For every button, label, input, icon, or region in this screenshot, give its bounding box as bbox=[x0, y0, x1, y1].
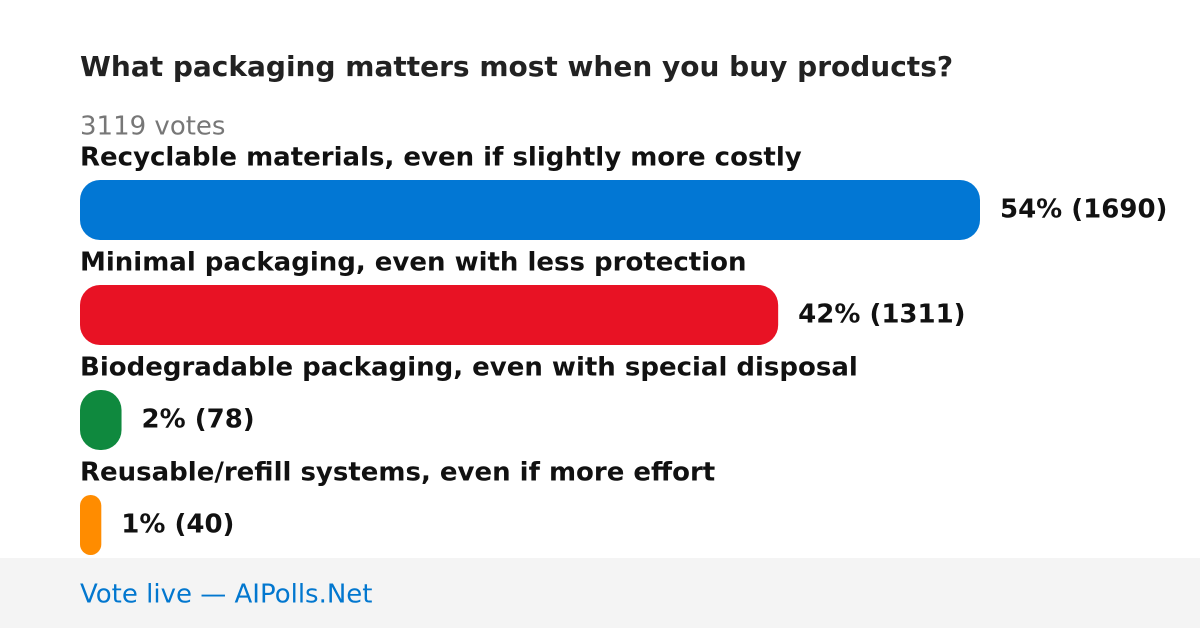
value-label: 2% (78) bbox=[142, 405, 255, 435]
option-label: Recyclable materials, even if slightly m… bbox=[80, 143, 802, 173]
option-label: Biodegradable packaging, even with speci… bbox=[80, 353, 858, 383]
option-label: Reusable/refill systems, even if more ef… bbox=[80, 458, 715, 488]
bar bbox=[80, 180, 980, 240]
value-label: 42% (1311) bbox=[798, 300, 965, 330]
bar bbox=[80, 495, 102, 555]
footer-band bbox=[0, 558, 1200, 628]
chart-title: What packaging matters most when you buy… bbox=[80, 50, 953, 83]
bar bbox=[80, 285, 779, 345]
option-label: Minimal packaging, even with less protec… bbox=[80, 248, 747, 278]
bar bbox=[80, 390, 122, 450]
value-label: 1% (40) bbox=[121, 510, 234, 540]
value-label: 54% (1690) bbox=[1000, 195, 1167, 225]
vote-count: 3119 votes bbox=[80, 112, 225, 142]
footer-link[interactable]: Vote live — AIPolls.Net bbox=[80, 580, 373, 610]
